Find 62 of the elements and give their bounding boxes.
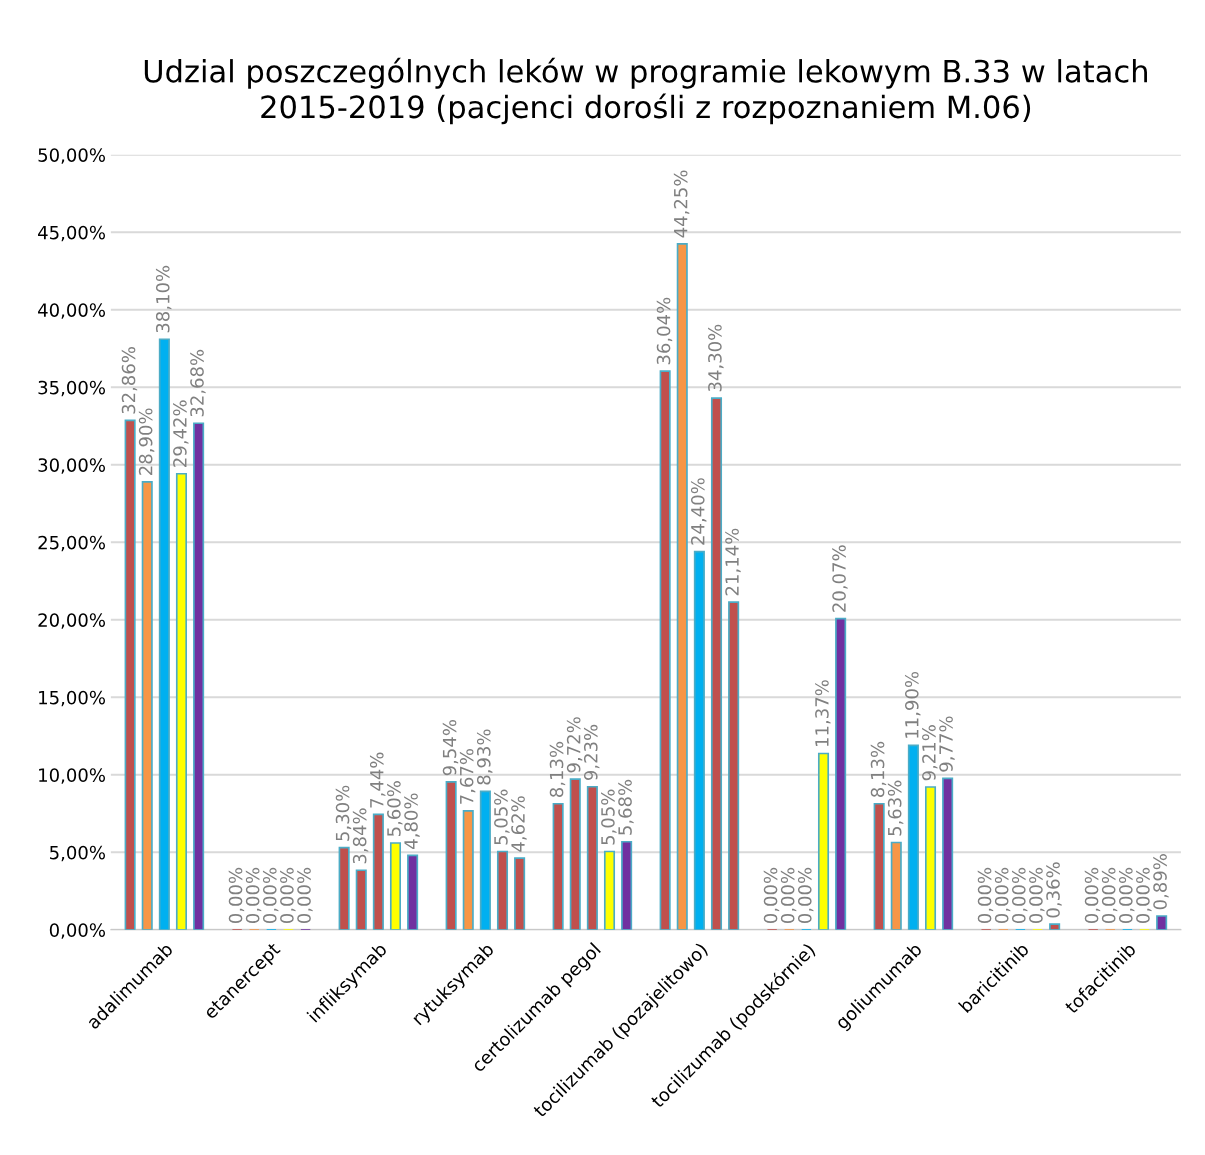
data-label: 9,72% [566, 717, 583, 773]
data-label: 0,00% [1084, 867, 1101, 924]
y-tick-label: 25,00% [38, 535, 105, 552]
data-label: 9,54% [442, 719, 459, 776]
data-label: 5,63% [887, 780, 904, 836]
data-label: 0,00% [977, 867, 994, 924]
data-label: 0,00% [280, 867, 296, 924]
data-label: 9,23% [583, 724, 600, 781]
data-label: 0,36% [1046, 862, 1062, 918]
data-label: 38,10% [155, 265, 172, 333]
y-tick-label: 40,00% [38, 303, 105, 319]
data-label: 9,77% [939, 716, 955, 772]
data-label: 36,04% [656, 297, 673, 365]
y-tick-label: 5,00% [50, 845, 105, 862]
data-label: 24,40% [690, 478, 707, 545]
data-label: 32,86% [121, 347, 138, 414]
y-tick-label: 10,00% [39, 768, 105, 784]
data-label: 0,00% [1011, 867, 1028, 924]
data-label: 0,00% [297, 867, 313, 924]
data-label: 11,37% [815, 680, 831, 746]
y-tick-label: 0,00% [49, 923, 105, 939]
data-label: 4,62% [511, 796, 527, 852]
data-label: 0,00% [1029, 867, 1045, 924]
chart-title: Udzial poszczególnych leków w programie lekowym B.33 w latach 2015-2019 (pacjenci dorośli z rozpoznaniem M.06) [144, 57, 1147, 125]
data-label: 0,00% [994, 867, 1011, 924]
data-label: 0,00% [763, 867, 780, 924]
y-tick-label: 35,00% [38, 380, 105, 397]
data-label: 7,44% [369, 752, 386, 808]
data-label: 44,25% [673, 170, 690, 238]
data-label: 9,21% [922, 725, 938, 781]
data-label: 0,00% [1101, 867, 1118, 924]
data-label: 0,00% [797, 867, 814, 924]
data-label: 0,89% [1153, 854, 1169, 910]
data-label: 5,05% [494, 789, 510, 845]
data-label: 34,30% [708, 324, 724, 392]
data-label: 21,14% [725, 528, 741, 596]
data-label: 8,13% [870, 741, 887, 797]
data-label: 0,00% [1118, 867, 1135, 924]
data-label: 29,42% [173, 400, 189, 467]
data-label: 3,84% [352, 808, 369, 864]
data-label: 11,90% [904, 671, 921, 738]
data-label: 0,00% [262, 867, 279, 924]
data-label: 28,90% [138, 408, 155, 475]
data-label: 7,67% [459, 748, 476, 804]
data-label: 5,05% [601, 789, 617, 845]
y-tick-label: 50,00% [38, 148, 105, 164]
data-label: 20,07% [832, 545, 848, 612]
data-label: 4,80% [404, 793, 420, 849]
data-label: 5,60% [387, 781, 403, 837]
data-label: 5,68% [618, 779, 634, 835]
data-label: 8,13% [549, 741, 566, 797]
data-label: 0,00% [1136, 867, 1152, 924]
y-tick-label: 45,00% [38, 225, 105, 242]
y-tick-label: 15,00% [39, 690, 105, 707]
data-label: 8,93% [476, 729, 493, 785]
data-label: 32,68% [190, 349, 206, 417]
data-label: 0,00% [245, 867, 262, 924]
y-tick-label: 30,00% [38, 458, 105, 474]
y-tick-label: 20,00% [38, 613, 105, 629]
data-label: 0,00% [228, 867, 245, 924]
data-label: 0,00% [780, 867, 797, 924]
data-label: 5,30% [335, 785, 352, 841]
